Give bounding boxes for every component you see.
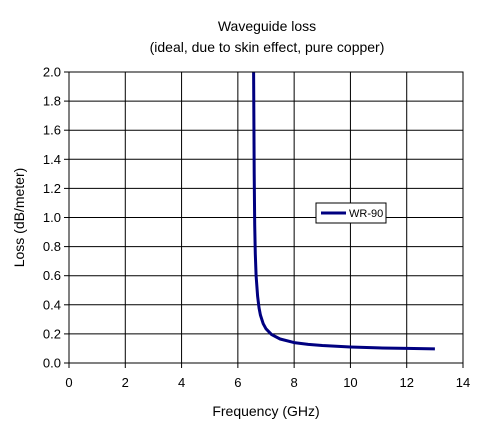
plot-frame <box>68 71 464 364</box>
y-tick-label: 2.0 <box>43 65 61 80</box>
y-tick-label: 0.6 <box>43 268 61 283</box>
y-tick-label: 0.0 <box>43 356 61 371</box>
grid <box>68 71 464 364</box>
y-tick-label: 1.0 <box>43 210 61 225</box>
y-axis-label: Loss (dB/meter) <box>11 168 27 268</box>
x-tick-label: 2 <box>122 375 129 390</box>
chart-title: Waveguide loss <box>218 18 316 34</box>
legend-box <box>315 202 387 224</box>
x-tick-label: 10 <box>343 375 357 390</box>
x-axis-ticks: 0 2 4 6 8 10 12 14 <box>65 363 470 390</box>
y-tick-label: 1.2 <box>43 181 61 196</box>
x-tick-label: 8 <box>291 375 298 390</box>
x-tick-label: 6 <box>234 375 241 390</box>
x-axis-label: Frequency (GHz) <box>212 403 319 419</box>
y-tick-label: 0.8 <box>43 239 61 254</box>
y-axis-ticks: 0.0 0.2 0.4 0.6 0.8 1.0 1.2 1.4 1.6 1.8 2.0 <box>43 65 69 371</box>
series-line-wr-90 <box>252 71 435 351</box>
legend: WR-90 <box>315 202 387 224</box>
x-tick-label: 0 <box>65 375 72 390</box>
y-tick-label: 0.4 <box>43 297 61 312</box>
y-tick-label: 1.6 <box>43 123 61 138</box>
y-tick-label: 1.8 <box>43 94 61 109</box>
y-tick-label: 0.2 <box>43 326 61 341</box>
series-group <box>252 71 435 351</box>
x-tick-label: 4 <box>178 375 185 390</box>
x-tick-label: 12 <box>399 375 413 390</box>
legend-label-wr-90: WR-90 <box>349 208 383 220</box>
chart-subtitle: (ideal, due to skin effect, pure copper) <box>150 39 385 55</box>
x-tick-label: 14 <box>456 375 470 390</box>
y-tick-label: 1.4 <box>43 152 61 167</box>
